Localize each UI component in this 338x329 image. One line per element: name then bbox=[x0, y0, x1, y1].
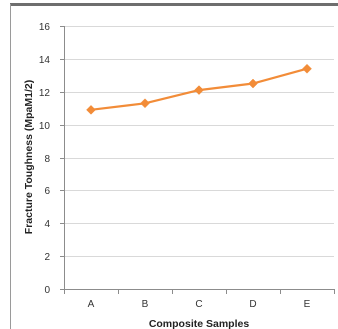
x-axis-title: Composite Samples bbox=[149, 318, 250, 329]
y-tick-label: 14 bbox=[39, 55, 51, 66]
x-tick-label: A bbox=[88, 299, 95, 310]
y-tick-label: 12 bbox=[39, 88, 51, 99]
y-tick-label: 10 bbox=[39, 121, 51, 132]
data-point-a bbox=[86, 104, 96, 115]
x-tick-label: E bbox=[304, 299, 311, 310]
y-axis-ticks: 0 2 4 6 8 10 12 14 16 bbox=[39, 22, 64, 296]
y-tick-label: 0 bbox=[44, 285, 50, 296]
data-point-b bbox=[140, 98, 150, 109]
x-tick-label: B bbox=[142, 299, 149, 310]
y-axis-title: Fracture Toughness (MpaM1/2) bbox=[23, 80, 35, 234]
y-tick-label: 4 bbox=[44, 219, 50, 230]
data-point-d bbox=[248, 78, 258, 89]
y-tick-label: 16 bbox=[39, 22, 51, 33]
series-fracture-toughness bbox=[86, 63, 312, 115]
x-axis-ticks: A B C D E bbox=[64, 289, 335, 310]
x-tick-label: D bbox=[249, 299, 256, 310]
y-tick-label: 2 bbox=[44, 252, 50, 263]
y-tick-label: 8 bbox=[44, 154, 50, 165]
data-point-e bbox=[302, 63, 312, 74]
axes bbox=[64, 26, 334, 290]
x-tick-label: C bbox=[195, 299, 202, 310]
data-point-c bbox=[194, 85, 204, 95]
gridlines bbox=[64, 26, 334, 257]
y-tick-label: 6 bbox=[44, 186, 50, 197]
